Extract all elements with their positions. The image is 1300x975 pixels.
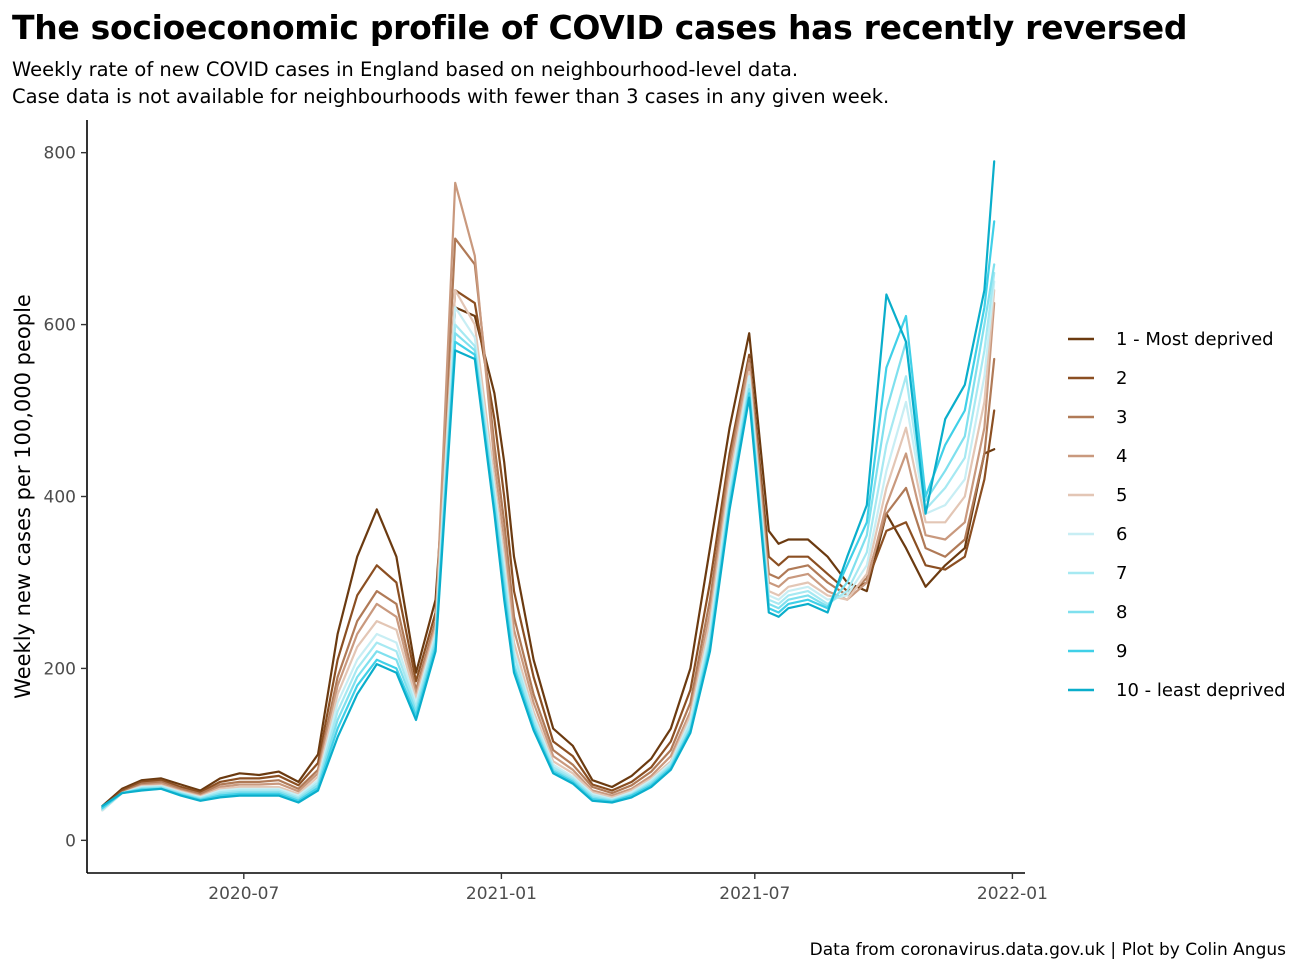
legend: 1 - Most deprived 2 3 4 5 6 7 8 9 10 - least depr… — [1068, 329, 1286, 701]
y-tick-label: 400 — [44, 488, 76, 508]
legend-label-2: 2 — [1116, 368, 1127, 389]
series-line-6 — [101, 280, 996, 812]
chart-caption: Data from coronavirus.data.gov.uk | Plot… — [809, 940, 1286, 960]
series-line-5 — [101, 289, 996, 812]
chart-subtitle: Weekly rate of new COVID cases in Englan… — [12, 56, 889, 110]
subtitle-line-2: Case data is not available for neighbour… — [12, 85, 890, 108]
legend-label-8: 8 — [1116, 602, 1127, 623]
x-tick-label: 2020-07 — [208, 884, 279, 904]
legend-label-9: 9 — [1116, 641, 1127, 662]
series-line-1 — [101, 306, 996, 808]
legend-label-5: 5 — [1116, 485, 1127, 506]
y-axis-label: Weekly new cases per 100,000 people — [11, 294, 35, 699]
legend-label-3: 3 — [1116, 407, 1127, 428]
legend-label-7: 7 — [1116, 563, 1127, 584]
subtitle-line-1: Weekly rate of new COVID cases in Englan… — [12, 58, 799, 81]
series-line-4 — [101, 181, 996, 812]
series-layer — [101, 160, 996, 812]
y-tick-label: 600 — [44, 316, 76, 336]
y-tick-label: 800 — [44, 144, 76, 164]
x-tick-label: 2022-01 — [977, 884, 1048, 904]
series-line-9 — [101, 220, 996, 809]
x-tick-label: 2021-07 — [719, 884, 790, 904]
axes: 0 200 400 600 800 2020-07 2021-01 2021-07 2022-0… — [11, 120, 1048, 904]
x-tick-label: 2021-01 — [466, 884, 537, 904]
y-tick-label: 0 — [65, 831, 76, 851]
y-tick-label: 200 — [44, 659, 76, 679]
legend-label-1: 1 - Most deprived — [1116, 329, 1274, 350]
chart-title: The socioeconomic profile of COVID cases… — [12, 8, 1188, 47]
series-line-10 — [101, 160, 996, 808]
legend-label-4: 4 — [1116, 446, 1127, 467]
legend-label-6: 6 — [1116, 524, 1127, 545]
legend-label-10: 10 - least deprived — [1116, 680, 1286, 701]
